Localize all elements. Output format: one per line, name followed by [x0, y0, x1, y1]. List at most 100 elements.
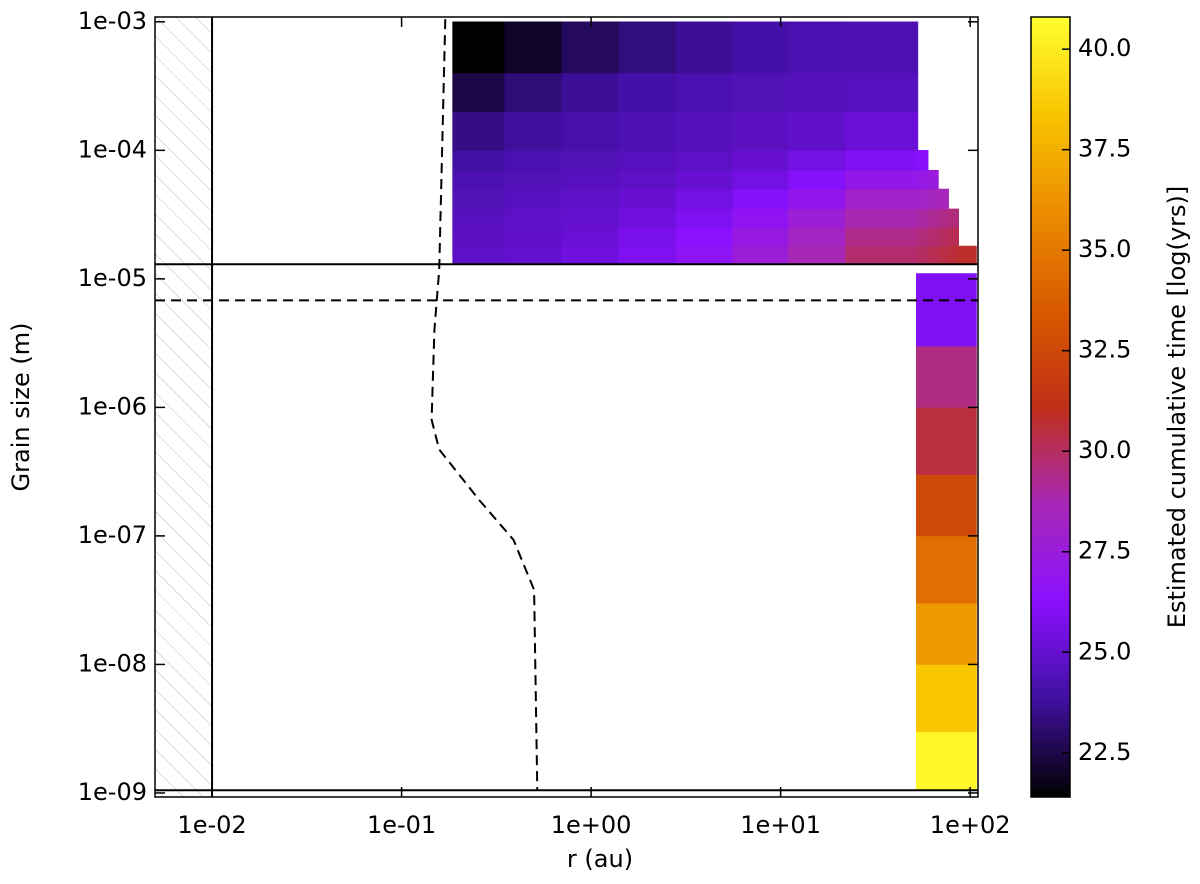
colorbar-tick-label: 35.0	[1078, 235, 1131, 263]
heatmap-cell	[618, 227, 677, 247]
heatmap-cell	[732, 227, 789, 247]
heatmap-cell	[675, 150, 734, 171]
colorbar-tick-label: 30.0	[1078, 436, 1131, 464]
heatmap-cell	[732, 21, 789, 74]
heatmap-cell	[675, 21, 734, 74]
heatmap-cell	[618, 208, 677, 229]
heatmap-cell	[452, 111, 505, 151]
y-tick-label: 1e-03	[78, 7, 147, 35]
heatmap-cell	[504, 227, 563, 247]
x-tick-label: 1e+00	[551, 811, 632, 839]
heatmap-cell	[788, 208, 846, 229]
heatmap-cell	[732, 150, 789, 171]
heatmap-cell	[675, 188, 734, 210]
heatmap-cell	[732, 208, 789, 229]
x-tick-label: 1e-01	[367, 811, 436, 839]
heatmap-cell	[788, 72, 846, 112]
colorbar-tick-label: 22.5	[1078, 738, 1131, 766]
heatmap-cell	[948, 227, 959, 247]
heatmap-cell	[561, 227, 620, 247]
heatmap-cell	[917, 188, 929, 210]
heatmap-cell	[788, 169, 846, 190]
x-axis-label: r (au)	[567, 845, 633, 873]
heatmap-cell	[452, 227, 505, 247]
heatmap-cell	[504, 208, 563, 229]
colorbar-tick-label: 32.5	[1078, 336, 1131, 364]
heatmap-cell	[732, 111, 789, 151]
heatmap-cell	[788, 188, 846, 210]
heatmap-cell	[916, 602, 977, 665]
heatmap-cell	[845, 72, 919, 112]
heatmap-cell	[618, 72, 677, 112]
heatmap-cell	[561, 245, 620, 265]
heatmap-cell	[845, 21, 919, 74]
y-tick-label: 1e-04	[78, 135, 147, 163]
heatmap-cell	[504, 111, 563, 151]
heatmap-cell	[675, 111, 734, 151]
y-tick-label: 1e-08	[78, 649, 147, 677]
heatmap-cell	[917, 169, 929, 190]
dashed-curve	[430, 19, 539, 791]
heatmap-cell	[916, 345, 977, 408]
heatmap-cell	[452, 245, 505, 265]
heatmap-cell	[938, 227, 949, 247]
heatmap-cell	[845, 150, 919, 171]
y-tick-label: 1e-05	[78, 264, 147, 292]
heatmap-cell	[504, 72, 563, 112]
heatmap-cell	[938, 208, 949, 229]
heatmap-cell	[504, 169, 563, 190]
heatmap-cell	[916, 664, 977, 732]
y-tick-label: 1e-06	[78, 392, 147, 420]
heatmap-cell	[561, 72, 620, 112]
heatmap-cell	[732, 245, 789, 265]
heatmap-cell	[618, 188, 677, 210]
heatmap-cell	[845, 111, 919, 151]
heatmap-cell	[845, 227, 919, 247]
heatmap-cell	[916, 273, 977, 347]
heatmap-cell	[788, 21, 846, 74]
heatmap-cell	[504, 188, 563, 210]
heatmap-cell	[938, 245, 949, 265]
heatmap-cell	[675, 169, 734, 190]
heatmap-cell	[452, 150, 505, 171]
heatmap-cell	[618, 245, 677, 265]
heatmap-cell	[938, 188, 949, 210]
heatmap-cell	[845, 188, 919, 210]
x-tick-label: 1e+02	[930, 811, 1011, 839]
colorbar-label: Estimated cumulative time [log(yrs)]	[1163, 186, 1191, 628]
heatmap-cell	[561, 169, 620, 190]
heatmap-cell	[788, 227, 846, 247]
heatmap-cell	[927, 188, 939, 210]
heatmap-cell	[561, 188, 620, 210]
heatmap-cell	[927, 169, 939, 190]
heatmap-cell	[504, 150, 563, 171]
plot-area	[155, 17, 978, 797]
heatmap-cell	[561, 21, 620, 74]
heatmap-cell	[561, 208, 620, 229]
heatmap-cell	[845, 208, 919, 229]
heatmap-cell	[917, 150, 929, 171]
heatmap-cell	[917, 227, 929, 247]
heatmap-cell	[618, 21, 677, 74]
heatmap-cell	[452, 169, 505, 190]
heatmap-cell	[452, 208, 505, 229]
x-tick-label: 1e-02	[177, 811, 246, 839]
heatmap-cell	[618, 169, 677, 190]
heatmap-cell	[916, 407, 977, 475]
heatmap-cell	[788, 245, 846, 265]
colorbar	[1030, 16, 1071, 798]
heatmap-cell	[845, 245, 919, 265]
heatmap-cell	[927, 227, 939, 247]
heatmap-cell	[927, 245, 939, 265]
heatmap-cell	[916, 474, 977, 537]
colorbar-tick-label: 27.5	[1078, 537, 1131, 565]
y-tick-label: 1e-07	[78, 521, 147, 549]
heatmap-cell	[916, 535, 977, 604]
heatmap-cell	[561, 150, 620, 171]
heatmap-cell	[927, 208, 939, 229]
x-tick-label: 1e+01	[740, 811, 821, 839]
heatmap-cell	[948, 208, 959, 229]
y-tick-label: 1e-09	[78, 778, 147, 806]
heatmap-cell	[504, 245, 563, 265]
